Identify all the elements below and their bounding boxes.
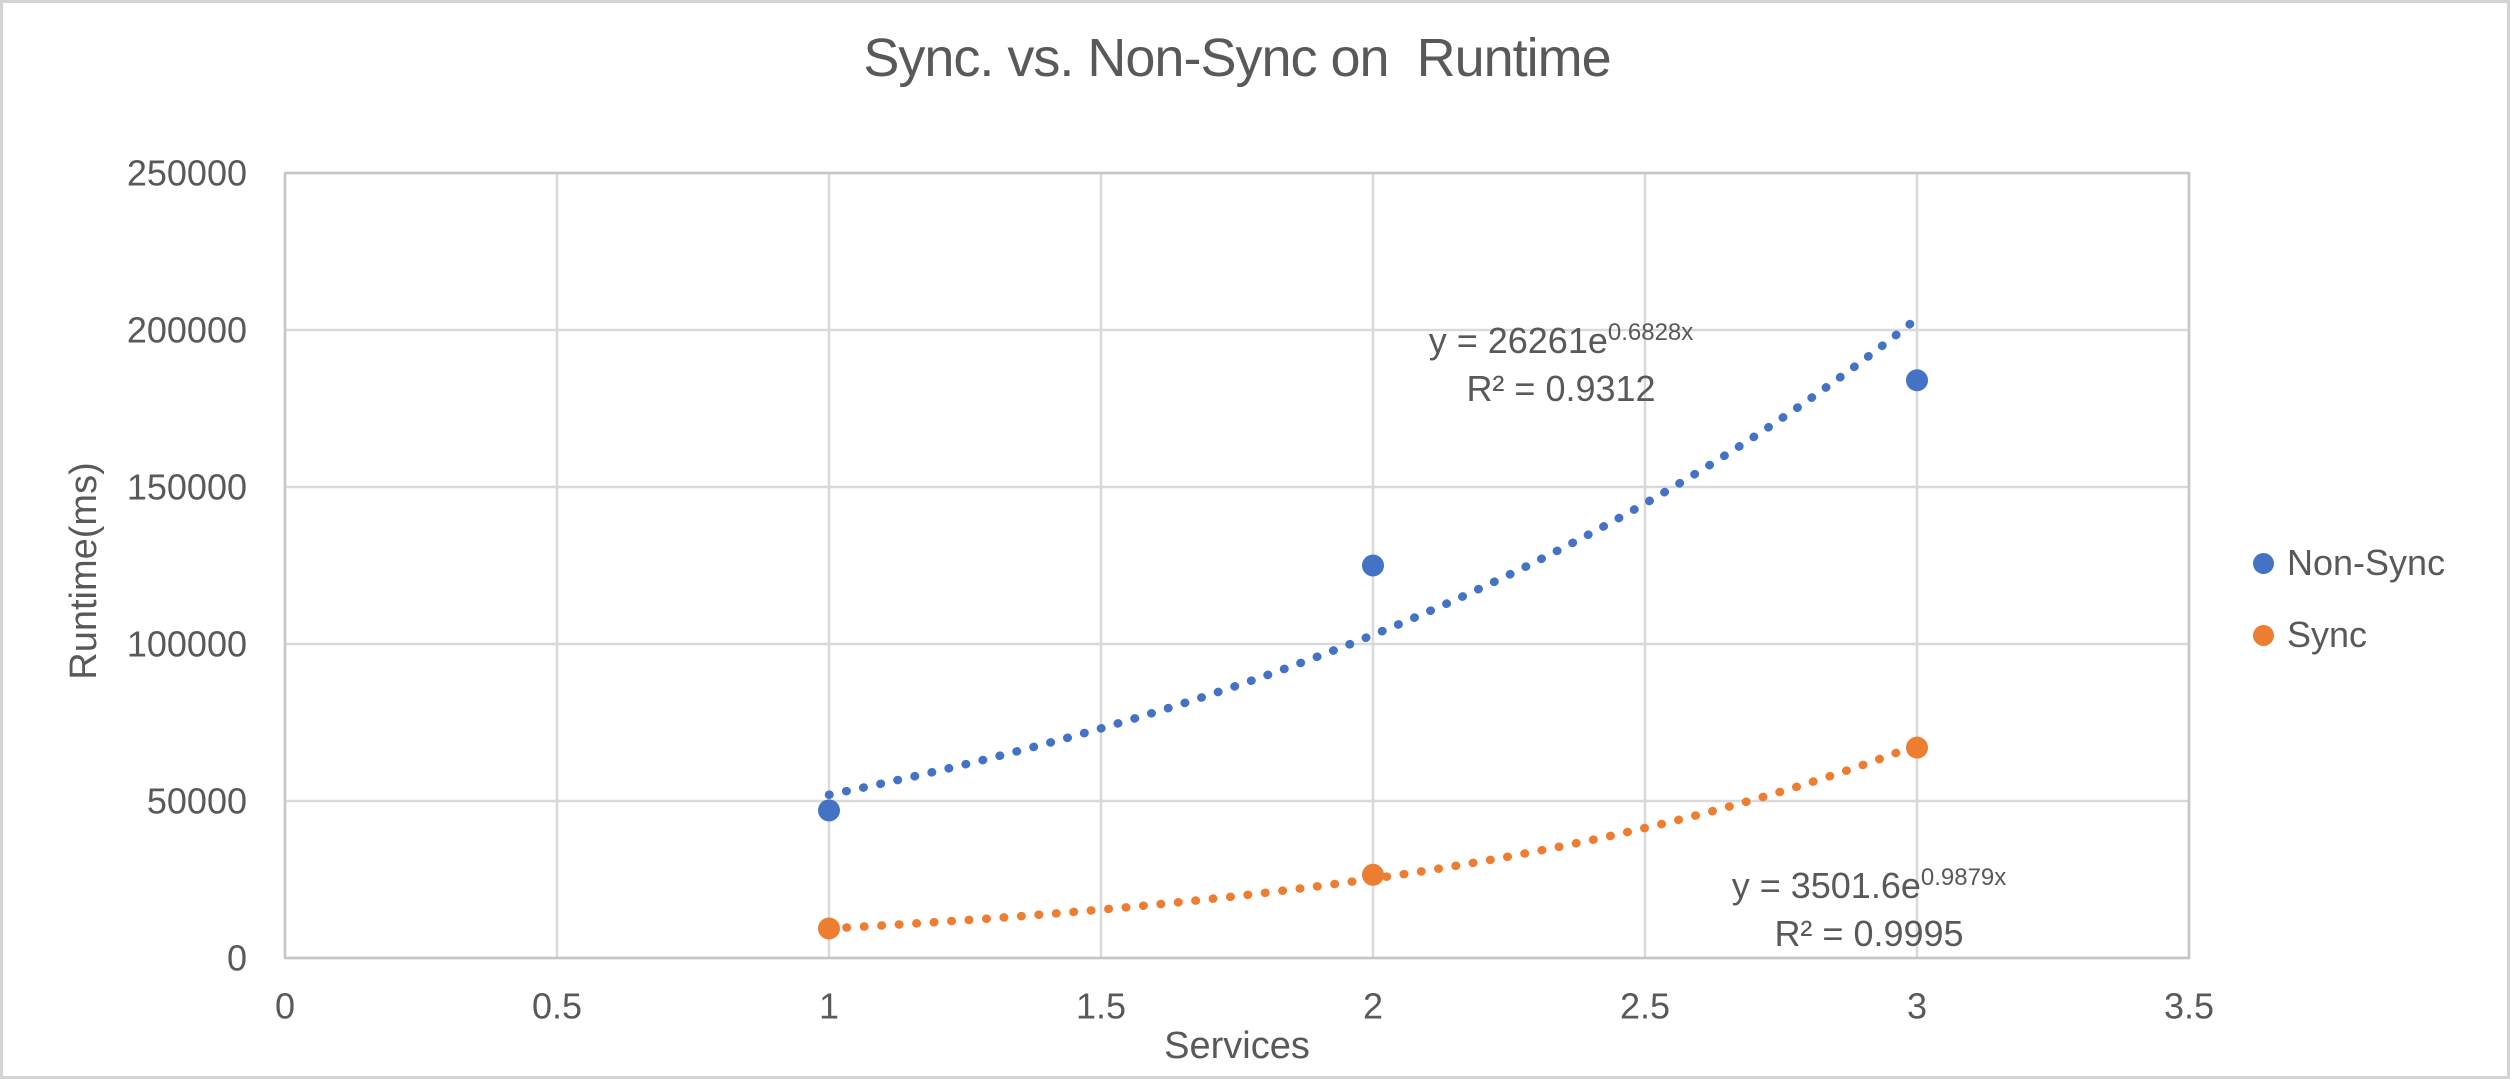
equation-exponent-sync: 0.9879x <box>1920 864 2007 891</box>
x-tick-label: 0.5 <box>532 986 582 1027</box>
x-tick-label: 0 <box>275 986 295 1027</box>
plot-border <box>283 171 2191 960</box>
data-point-sync <box>818 917 840 940</box>
x-tick-label: 3.5 <box>2164 986 2214 1027</box>
equation-exponent-non-sync: 0.6828x <box>1607 319 1694 346</box>
chart-container: Sync. vs. Non-Sync on Runtime 0 50000 1000… <box>3 3 2510 1082</box>
legend-marker-sync-icon <box>2253 624 2274 646</box>
trendline-equation-non-sync: y = 26261e0.6828x R² = 0.9312 <box>1381 309 1741 413</box>
r-squared-sync: R² = 0.9995 <box>1774 913 1964 954</box>
equation-line-non-sync: y = 26261e0.6828x <box>1428 319 1694 361</box>
x-tick-label: 3 <box>1907 986 1927 1027</box>
trendline-non-sync <box>824 314 1922 800</box>
legend-item-sync: Sync <box>2253 611 2445 659</box>
legend: Non-Sync Sync <box>2253 539 2445 659</box>
y-tick-label: 250000 <box>127 153 247 194</box>
chart-title: Sync. vs. Non-Sync on Runtime <box>863 28 1611 88</box>
legend-marker-non-sync-icon <box>2253 552 2274 574</box>
plot-area: 0 50000 100000 150000 200000 250000 0 0.5 1 1.5 2 2… <box>127 153 2214 1027</box>
legend-label-sync: Sync <box>2287 614 2368 655</box>
x-tick-label: 2 <box>1363 986 1383 1027</box>
y-tick-label: 200000 <box>127 310 247 351</box>
data-point-non-sync <box>818 799 840 822</box>
x-axis-title: Services <box>1164 1025 1310 1067</box>
data-point-non-sync <box>1906 369 1928 392</box>
legend-item-non-sync: Non-Sync <box>2253 539 2445 587</box>
data-point-sync <box>1362 863 1384 886</box>
data-point-sync <box>1906 736 1928 759</box>
x-tick-label: 2.5 <box>1620 986 1670 1027</box>
y-tick-label: 100000 <box>127 624 247 665</box>
r-squared-non-sync: R² = 0.9312 <box>1466 368 1656 409</box>
y-tick-label: 50000 <box>147 781 247 822</box>
legend-label-non-sync: Non-Sync <box>2287 542 2446 583</box>
x-tick-label: 1 <box>819 986 839 1027</box>
y-tick-label: 0 <box>227 938 247 979</box>
data-point-non-sync <box>1362 554 1384 577</box>
x-tick-label: 1.5 <box>1076 986 1126 1027</box>
y-tick-label: 150000 <box>127 467 247 508</box>
equation-line-sync: y = 3501.6e0.9879x <box>1731 864 2007 906</box>
y-axis-title: Runtime(ms) <box>63 462 105 680</box>
trendline-equation-sync: y = 3501.6e0.9879x R² = 0.9995 <box>1689 854 2049 958</box>
